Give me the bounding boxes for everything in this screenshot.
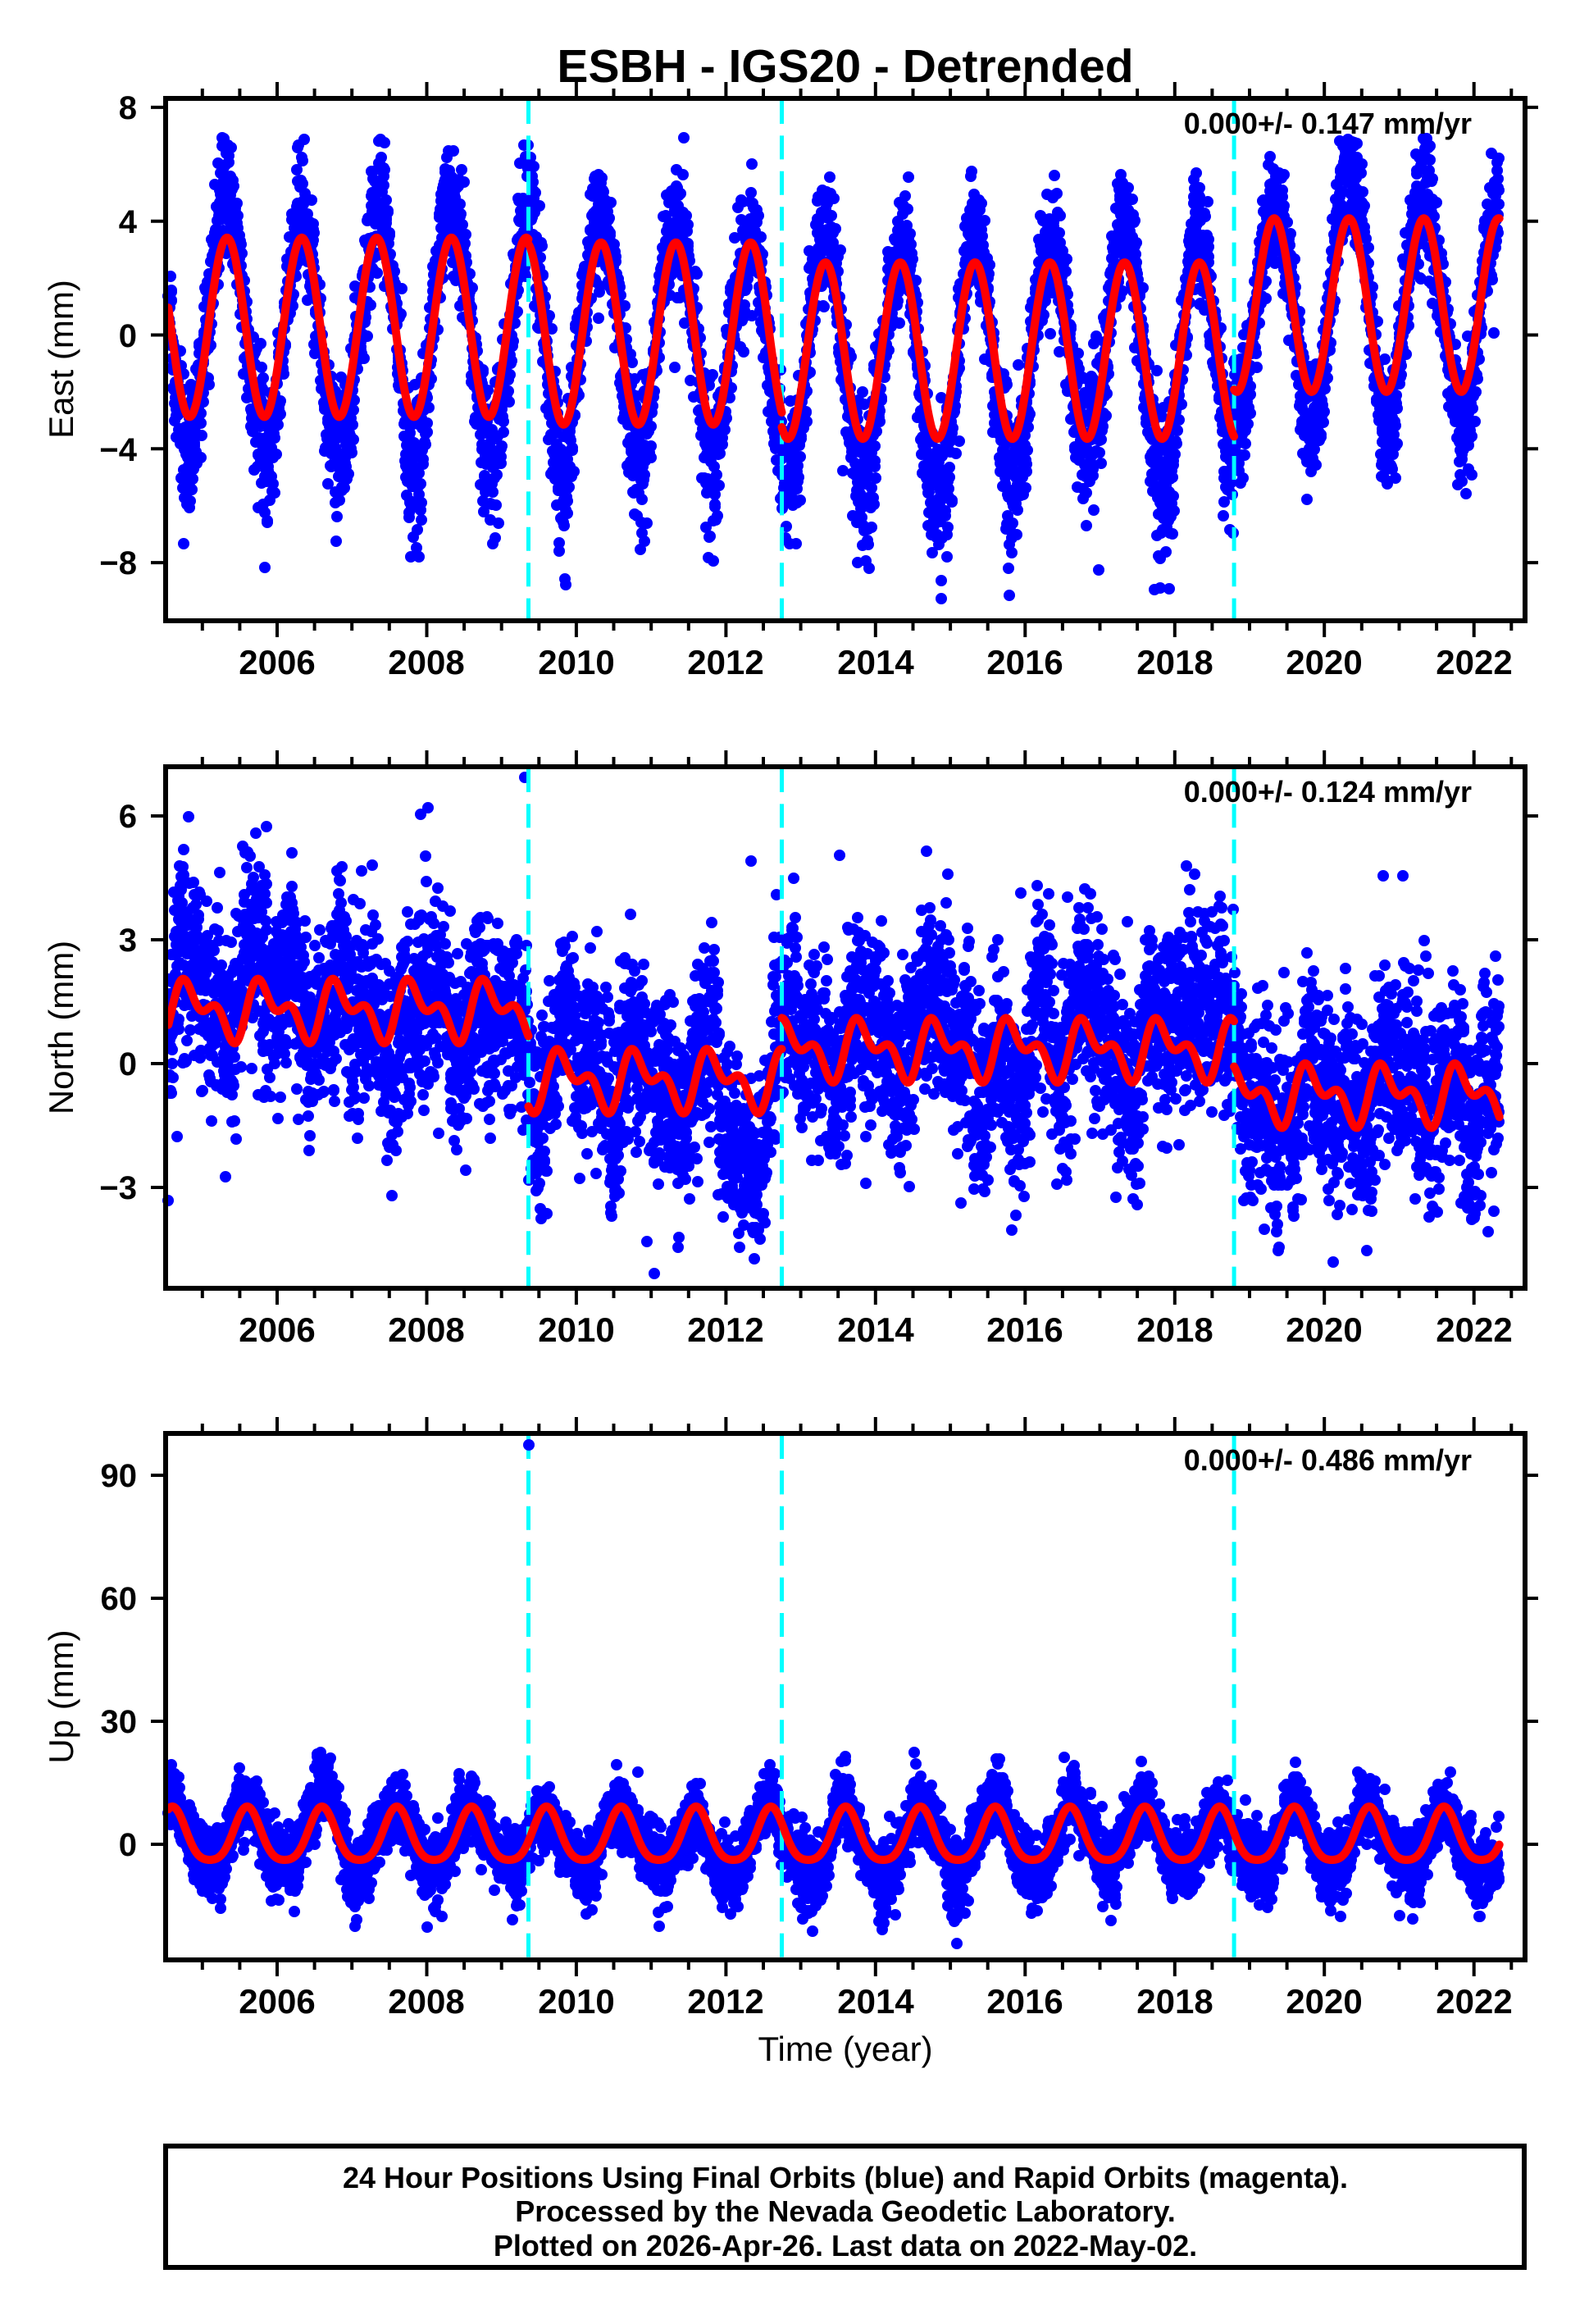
svg-text:2006: 2006 (239, 1982, 315, 2021)
svg-text:4: 4 (119, 204, 138, 240)
svg-text:6: 6 (119, 799, 137, 835)
svg-text:Plotted on 2026-Apr-26. Last d: Plotted on 2026-Apr-26. Last data on 202… (494, 2229, 1197, 2262)
svg-text:30: 30 (101, 1704, 138, 1740)
svg-text:Time (year): Time (year) (758, 2030, 932, 2068)
svg-text:2018: 2018 (1136, 1310, 1213, 1349)
svg-text:2020: 2020 (1286, 1982, 1362, 2021)
svg-text:2018: 2018 (1136, 643, 1213, 681)
svg-text:2016: 2016 (986, 1982, 1063, 2021)
svg-text:2020: 2020 (1286, 1310, 1362, 1349)
svg-text:2016: 2016 (986, 643, 1063, 681)
svg-text:90: 90 (101, 1458, 138, 1494)
svg-text:Up (mm): Up (mm) (42, 1629, 80, 1763)
svg-text:2014: 2014 (837, 643, 914, 681)
svg-text:2016: 2016 (986, 1310, 1063, 1349)
svg-text:0.000+/- 0.147 mm/yr: 0.000+/- 0.147 mm/yr (1184, 107, 1472, 140)
svg-text:2022: 2022 (1436, 643, 1512, 681)
svg-text:2010: 2010 (538, 1310, 614, 1349)
svg-text:2008: 2008 (388, 1310, 464, 1349)
svg-text:24 Hour Positions Using Final: 24 Hour Positions Using Final Orbits (bl… (343, 2161, 1348, 2194)
svg-text:2008: 2008 (388, 1982, 464, 2021)
svg-text:2012: 2012 (687, 643, 763, 681)
svg-text:Processed by the Nevada Geodet: Processed by the Nevada Geodetic Laborat… (515, 2194, 1176, 2228)
svg-text:2020: 2020 (1286, 643, 1362, 681)
svg-text:2012: 2012 (687, 1982, 763, 2021)
svg-text:2012: 2012 (687, 1310, 763, 1349)
svg-text:3: 3 (119, 923, 137, 959)
svg-text:2010: 2010 (538, 643, 614, 681)
svg-text:2014: 2014 (837, 1310, 914, 1349)
svg-text:2022: 2022 (1436, 1310, 1512, 1349)
svg-text:ESBH - IGS20 - Detrended: ESBH - IGS20 - Detrended (557, 40, 1133, 93)
svg-text:0: 0 (119, 318, 137, 354)
svg-text:0.000+/- 0.486 mm/yr: 0.000+/- 0.486 mm/yr (1184, 1443, 1472, 1477)
svg-text:East (mm): East (mm) (42, 280, 80, 439)
svg-text:8: 8 (119, 90, 137, 126)
svg-text:2018: 2018 (1136, 1982, 1213, 2021)
svg-text:2022: 2022 (1436, 1982, 1512, 2021)
svg-text:0: 0 (119, 1827, 137, 1863)
svg-text:0.000+/- 0.124 mm/yr: 0.000+/- 0.124 mm/yr (1184, 775, 1472, 809)
svg-text:60: 60 (101, 1581, 138, 1617)
svg-text:0: 0 (119, 1046, 137, 1082)
svg-text:2010: 2010 (538, 1982, 614, 2021)
svg-text:2006: 2006 (239, 1310, 315, 1349)
svg-text:−4: −4 (99, 432, 137, 468)
svg-text:North (mm): North (mm) (42, 941, 80, 1114)
svg-text:2014: 2014 (837, 1982, 914, 2021)
svg-text:2008: 2008 (388, 643, 464, 681)
svg-text:−3: −3 (99, 1170, 137, 1206)
svg-text:2006: 2006 (239, 643, 315, 681)
svg-text:−8: −8 (99, 545, 137, 581)
